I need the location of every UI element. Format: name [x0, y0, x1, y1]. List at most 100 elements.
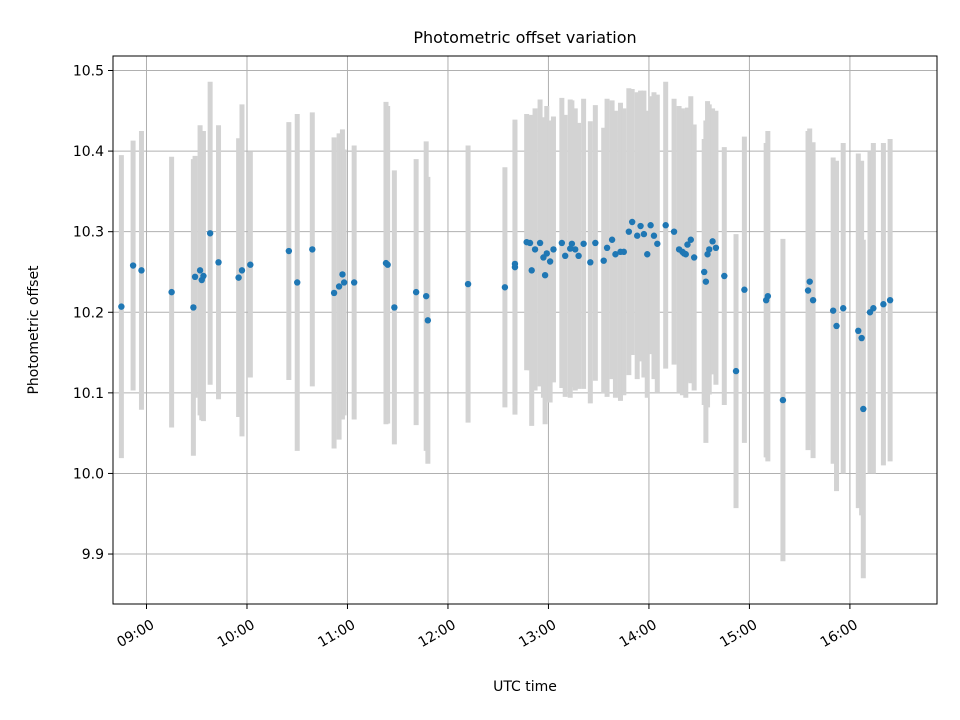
- data-point: [709, 238, 716, 245]
- data-point: [528, 267, 535, 274]
- data-point: [587, 259, 594, 266]
- data-point: [704, 251, 711, 258]
- data-point: [501, 284, 509, 291]
- data-point: [809, 296, 817, 304]
- data-point: [511, 263, 519, 271]
- data-point: [690, 254, 698, 261]
- y-tick-label: 10.4: [73, 144, 104, 160]
- data-point: [701, 268, 708, 276]
- data-point: [206, 230, 214, 237]
- data-points: [118, 218, 894, 413]
- y-axis: 9.9 10.0 10.1 10.2 10.3 10.4 10.5: [73, 64, 113, 563]
- data-point: [829, 307, 837, 314]
- data-point: [640, 230, 648, 238]
- data-point: [575, 252, 582, 260]
- data-point: [712, 244, 720, 251]
- y-tick-label: 9.9: [82, 547, 104, 563]
- y-axis-label: Photometric offset: [26, 265, 42, 395]
- data-point: [779, 396, 787, 404]
- y-tick-label: 10.1: [73, 386, 104, 402]
- data-point: [168, 288, 175, 296]
- data-point: [634, 232, 641, 239]
- data-point: [129, 262, 137, 269]
- x-axis-label: UTC time: [493, 679, 557, 695]
- data-point: [309, 246, 316, 253]
- data-point: [860, 405, 867, 413]
- data-point: [568, 240, 576, 247]
- data-point: [330, 289, 338, 297]
- data-point: [215, 259, 222, 266]
- data-point: [721, 272, 728, 280]
- y-tick-label: 10.3: [73, 225, 104, 241]
- data-point: [200, 272, 207, 280]
- data-point: [335, 283, 343, 290]
- data-point: [464, 280, 472, 288]
- data-point: [625, 228, 633, 235]
- x-tick-label: 16:00: [818, 617, 861, 651]
- data-point: [546, 258, 554, 265]
- data-point: [886, 296, 894, 304]
- data-point: [550, 246, 557, 253]
- data-point: [541, 272, 549, 279]
- data-point: [654, 240, 661, 247]
- data-point: [741, 286, 748, 293]
- x-tick-label: 12:00: [416, 617, 459, 651]
- data-point: [612, 251, 619, 258]
- data-point: [422, 292, 430, 300]
- data-point: [670, 228, 678, 235]
- data-point: [628, 218, 636, 226]
- data-point: [806, 278, 813, 285]
- data-point: [247, 261, 254, 268]
- data-point: [600, 257, 607, 264]
- plot-frame: [112, 55, 938, 605]
- data-point: [764, 292, 772, 300]
- data-point: [706, 246, 713, 253]
- data-point: [684, 241, 691, 248]
- data-point: [603, 244, 611, 251]
- data-point: [682, 251, 689, 258]
- y-tick-label: 10.2: [73, 305, 104, 321]
- data-point: [190, 304, 197, 311]
- data-point: [235, 274, 242, 281]
- data-point: [840, 305, 847, 312]
- data-point: [580, 240, 587, 247]
- data-point: [424, 317, 432, 324]
- data-point: [339, 271, 346, 278]
- data-point: [592, 239, 599, 247]
- data-point: [870, 305, 877, 312]
- data-point: [238, 267, 246, 274]
- x-tick-label: 11:00: [315, 617, 358, 651]
- data-point: [833, 322, 840, 330]
- data-point: [637, 222, 644, 230]
- data-point: [702, 278, 710, 285]
- data-point: [620, 248, 628, 256]
- error-bars: [118, 81, 893, 579]
- data-point: [858, 334, 865, 342]
- data-point: [526, 239, 534, 247]
- data-point: [285, 247, 293, 255]
- y-tick-label: 10.5: [73, 64, 104, 80]
- data-point: [608, 236, 616, 243]
- data-point: [384, 261, 391, 268]
- y-tick-label: 10.0: [73, 466, 104, 482]
- data-point: [804, 287, 812, 294]
- data-point: [543, 250, 550, 257]
- data-point: [732, 367, 740, 375]
- data-point: [662, 222, 669, 229]
- data-point: [880, 301, 887, 308]
- chart-title: Photometric offset variation: [413, 28, 636, 47]
- data-point: [531, 246, 539, 253]
- data-point: [644, 251, 651, 258]
- data-point: [340, 279, 348, 286]
- data-point: [650, 232, 658, 239]
- x-tick-label: 14:00: [617, 617, 660, 651]
- data-point: [558, 239, 566, 247]
- data-point: [567, 245, 574, 252]
- data-point: [350, 279, 358, 286]
- data-point: [647, 222, 654, 229]
- data-point: [561, 252, 569, 260]
- data-point: [572, 246, 579, 253]
- x-tick-label: 13:00: [516, 617, 559, 651]
- x-tick-label: 15:00: [717, 617, 760, 651]
